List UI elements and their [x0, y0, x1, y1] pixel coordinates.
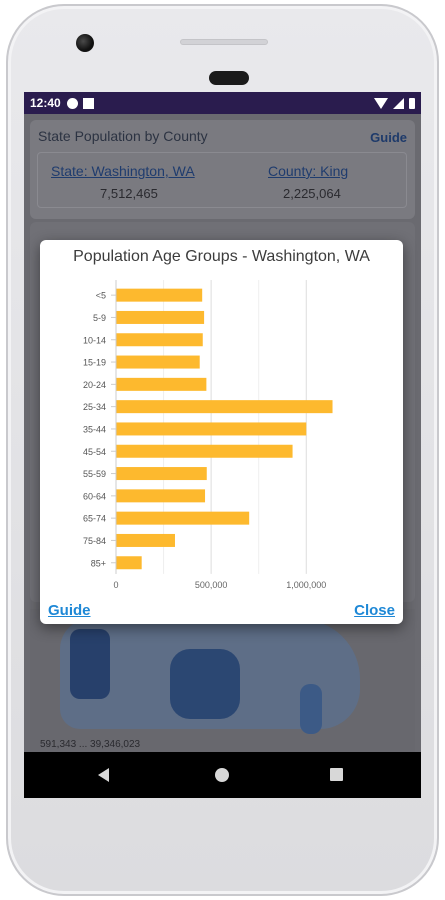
sim-card-icon — [82, 97, 94, 109]
bar-85+[interactable] — [116, 556, 142, 570]
category-label: 55-59 — [83, 469, 106, 479]
bar-10-14[interactable] — [116, 333, 203, 347]
home-icon[interactable] — [215, 768, 229, 782]
gear-circle-icon — [66, 97, 78, 109]
state-summary-card: State Population by County Guide State: … — [30, 120, 415, 219]
x-tick-label: 0 — [113, 580, 118, 590]
speaker-grille — [180, 39, 268, 45]
map-region-fl — [300, 684, 322, 734]
bar-<5[interactable] — [116, 288, 203, 302]
age-groups-dialog: Population Age Groups - Washington, WA <… — [40, 240, 403, 624]
category-label: 35-44 — [83, 424, 106, 434]
category-label: 10-14 — [83, 335, 106, 345]
dialog-close-button[interactable]: Close — [354, 602, 395, 619]
bar-45-54[interactable] — [116, 444, 293, 458]
bar-15-19[interactable] — [116, 355, 200, 369]
category-label: 65-74 — [83, 514, 106, 524]
status-bar: 12:40 — [24, 92, 421, 114]
selection-box: State: Washington, WA 7,512,465 County: … — [37, 152, 407, 208]
category-label: 75-84 — [83, 536, 106, 546]
status-time: 12:40 — [30, 96, 61, 110]
category-label: 25-34 — [83, 402, 106, 412]
x-tick-label: 1,000,000 — [286, 580, 326, 590]
state-link[interactable]: State: Washington, WA — [51, 163, 195, 179]
navigation-bar — [24, 752, 421, 798]
bar-25-34[interactable] — [116, 400, 333, 414]
wifi-icon — [374, 97, 388, 109]
map-legend-text: 591,343 ... 39,346,023 — [40, 739, 141, 750]
bar-65-74[interactable] — [116, 511, 250, 525]
category-label: 20-24 — [83, 380, 106, 390]
category-label: 85+ — [91, 558, 106, 568]
bar-75-84[interactable] — [116, 533, 175, 547]
category-label: <5 — [96, 291, 106, 301]
x-tick-label: 500,000 — [195, 580, 228, 590]
category-label: 5-9 — [93, 313, 106, 323]
front-camera-icon — [76, 34, 94, 52]
bar-5-9[interactable] — [116, 310, 205, 324]
county-population: 2,225,064 — [283, 186, 341, 201]
us-map[interactable]: 591,343 ... 39,346,023 — [30, 609, 415, 752]
earpiece — [209, 71, 249, 85]
category-label: 60-64 — [83, 491, 106, 501]
signal-icon — [393, 97, 404, 109]
category-label: 15-19 — [83, 358, 106, 368]
map-region-tx — [170, 649, 240, 719]
card-guide-link[interactable]: Guide — [370, 130, 407, 145]
bar-60-64[interactable] — [116, 489, 206, 503]
category-label: 45-54 — [83, 447, 106, 457]
age-groups-chart: <5 5-9 10-14 15-19 20-24 25-34 35-44 45-54 55-59… — [83, 280, 333, 590]
bar-35-44[interactable] — [116, 422, 307, 436]
bar-55-59[interactable] — [116, 467, 207, 481]
dialog-guide-button[interactable]: Guide — [48, 602, 91, 619]
recents-icon[interactable] — [330, 768, 343, 781]
bar-20-24[interactable] — [116, 377, 207, 391]
state-population: 7,512,465 — [100, 186, 158, 201]
county-link[interactable]: County: King — [268, 163, 349, 179]
screen: 12:40 State Population by County Guide S… — [24, 92, 421, 798]
map-region-ca — [70, 629, 110, 699]
battery-icon — [409, 97, 415, 109]
dialog-title: Population Age Groups - Washington, WA — [73, 248, 370, 265]
card-title: State Population by County — [38, 128, 208, 144]
back-icon[interactable] — [98, 768, 109, 782]
